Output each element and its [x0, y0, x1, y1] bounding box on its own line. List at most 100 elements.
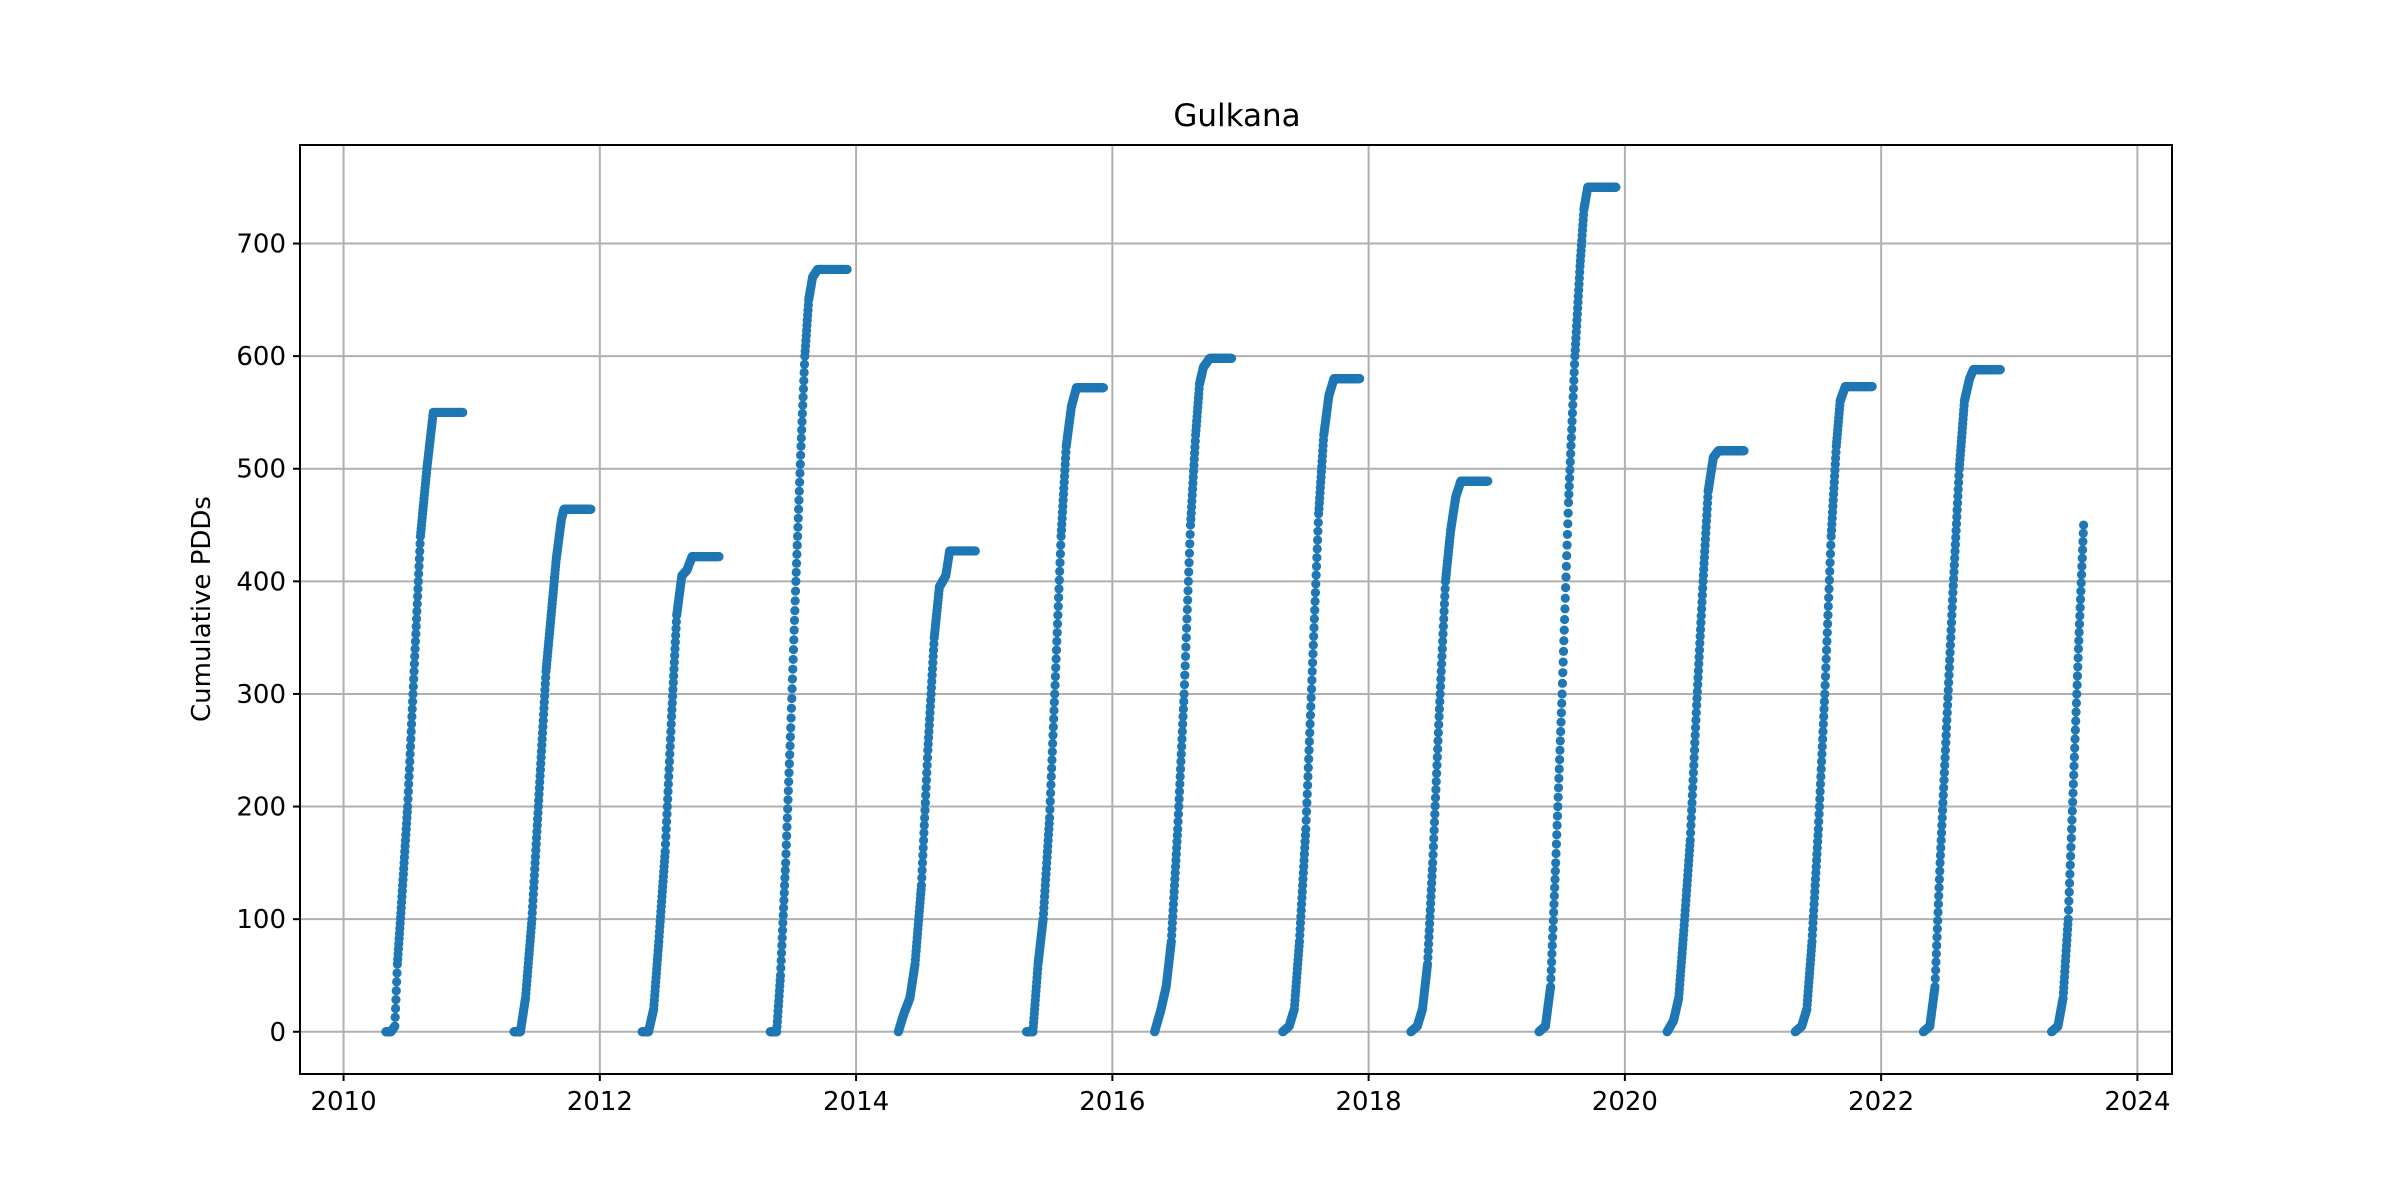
- data-point: [1555, 745, 1565, 755]
- data-point: [1942, 715, 1952, 725]
- x-tick-label: 2024: [2104, 1087, 2170, 1117]
- data-point: [414, 569, 424, 579]
- data-point: [1051, 654, 1061, 664]
- data-point: [1548, 916, 1558, 926]
- data-point: [791, 576, 801, 586]
- data-point: [1048, 730, 1058, 740]
- data-point: [798, 384, 809, 394]
- data-point: [1824, 593, 1834, 603]
- data-point: [1307, 675, 1317, 685]
- data-point: [778, 910, 788, 921]
- data-point: [1184, 557, 1194, 568]
- data-point: [1427, 871, 1437, 881]
- data-point: [1559, 614, 1570, 625]
- data-point: [1438, 636, 1448, 647]
- data-point: [1820, 689, 1830, 699]
- data-point: [782, 831, 792, 841]
- data-point: [799, 376, 809, 386]
- data-point: [1553, 792, 1563, 802]
- data-point: [2070, 734, 2080, 744]
- data-point: [799, 367, 809, 378]
- data-point: [665, 749, 675, 759]
- data-point: [2077, 561, 2087, 571]
- data-point: [1185, 539, 1195, 549]
- data-point: [1312, 552, 1322, 563]
- data-point: [1939, 768, 1949, 778]
- data-point: [2071, 716, 2081, 726]
- data-point: [2074, 636, 2084, 646]
- data-point: [793, 522, 803, 532]
- data-point: [2071, 707, 2081, 717]
- data-point: [1546, 965, 1556, 975]
- data-point: [1550, 874, 1560, 884]
- data-point: [1817, 741, 1827, 752]
- y-tick-label: 500: [236, 455, 286, 485]
- data-point: [1814, 816, 1824, 827]
- data-point: [1689, 760, 1699, 770]
- data-point: [669, 657, 679, 668]
- data-point: [1931, 965, 1941, 975]
- data-point: [1178, 704, 1188, 714]
- data-point: [789, 625, 799, 635]
- data-point: [1049, 705, 1059, 716]
- data-point: [922, 760, 932, 770]
- data-point: [2069, 761, 2079, 771]
- data-point: [1434, 720, 1444, 730]
- data-point: [1185, 529, 1195, 540]
- data-point: [1556, 717, 1566, 727]
- data-point: [391, 986, 401, 996]
- data-point: [1178, 711, 1188, 722]
- data-point: [1568, 384, 1579, 394]
- data-point: [917, 865, 927, 875]
- data-point: [404, 779, 414, 789]
- data-point: [777, 933, 787, 943]
- data-point: [1554, 773, 1564, 784]
- data-point: [1693, 679, 1703, 690]
- data-point: [1937, 820, 1947, 830]
- data-point: [1437, 651, 1447, 662]
- data-point: [1559, 636, 1569, 646]
- data-point: [1685, 835, 1695, 845]
- data-point: [1942, 700, 1953, 710]
- data-point: [586, 504, 596, 514]
- data-point: [1182, 623, 1192, 633]
- data-point: [406, 726, 416, 737]
- data-point: [1825, 566, 1835, 576]
- data-point: [1561, 583, 1571, 593]
- y-tick-label: 300: [236, 680, 286, 710]
- data-point: [1693, 673, 1703, 683]
- data-point: [1431, 785, 1441, 795]
- data-point: [1692, 693, 1702, 703]
- data-point: [414, 561, 424, 571]
- data-point: [1558, 668, 1568, 678]
- data-point: [1055, 549, 1065, 559]
- data-point: [2069, 770, 2079, 780]
- data-point: [794, 486, 804, 496]
- data-point: [669, 671, 679, 681]
- data-point: [1053, 601, 1063, 611]
- data-point: [1546, 973, 1556, 984]
- data-point: [797, 417, 807, 427]
- data-point: [784, 759, 794, 769]
- data-point: [1697, 597, 1707, 607]
- data-point: [1054, 584, 1064, 594]
- data-point: [1555, 755, 1565, 765]
- data-point: [405, 741, 416, 752]
- data-point: [408, 689, 418, 699]
- data-point: [1945, 640, 1955, 650]
- data-point: [1942, 708, 1952, 718]
- data-point: [785, 750, 795, 760]
- data-point: [1935, 866, 1945, 876]
- data-point: [407, 704, 417, 714]
- data-point: [1054, 575, 1064, 585]
- data-point: [2065, 869, 2075, 879]
- data-point: [783, 795, 793, 805]
- data-point: [409, 666, 419, 677]
- data-point: [1941, 738, 1951, 748]
- data-point: [1313, 517, 1323, 528]
- data-point: [1567, 416, 1577, 426]
- data-point: [790, 606, 800, 616]
- data-point: [1932, 932, 1942, 942]
- data-point: [667, 698, 677, 708]
- data-point: [405, 749, 415, 759]
